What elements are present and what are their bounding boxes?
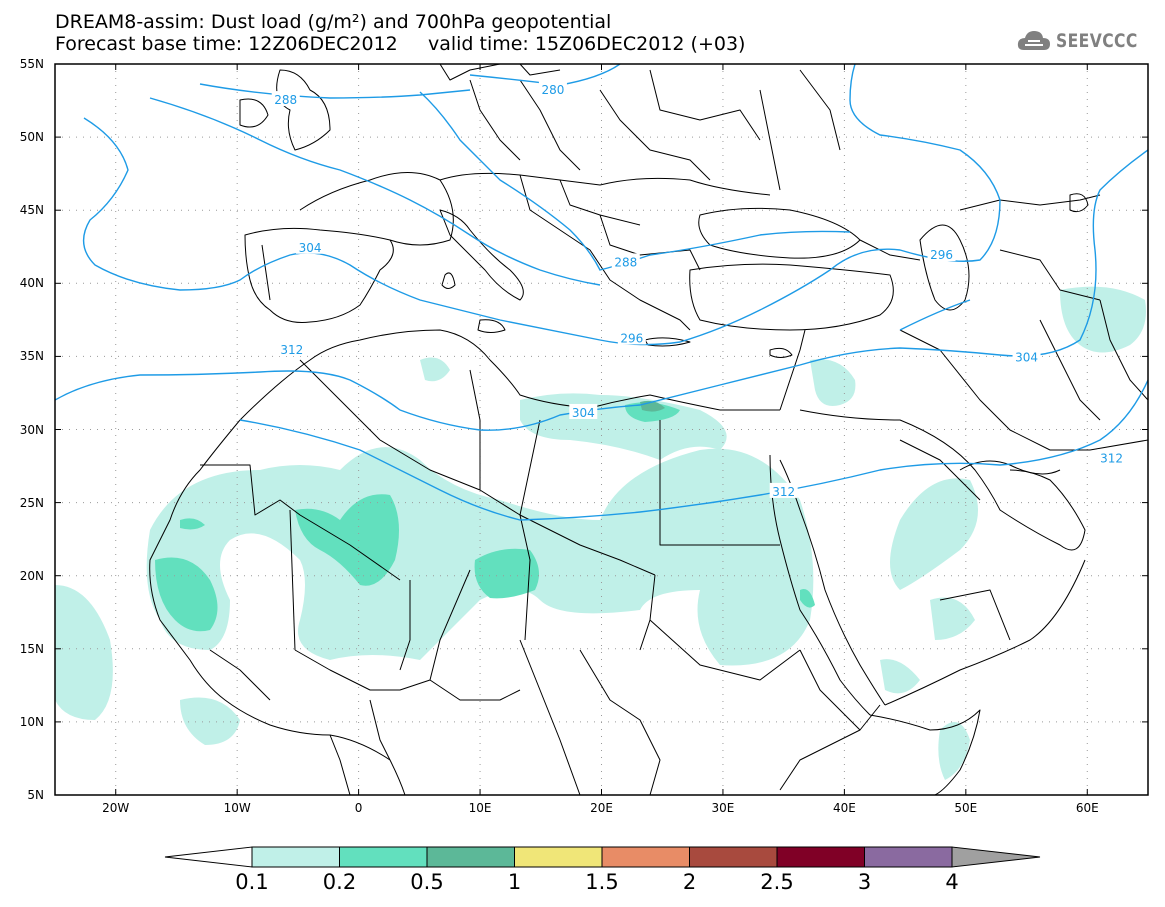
colorbar-swatch: [689, 846, 778, 868]
colorbar: [164, 846, 1041, 868]
colorbar-under-arrow: [164, 846, 253, 868]
lat-label: 50N: [19, 130, 44, 145]
geopotential-contours: [55, 64, 1148, 521]
lon-label: 0: [354, 801, 363, 815]
colorbar-swatch: [426, 846, 515, 868]
lat-label: 20N: [19, 568, 44, 583]
contour-label-bg: [538, 80, 567, 96]
contour-label-bg: [1012, 348, 1041, 364]
axis-ticks: [55, 63, 1148, 796]
lon-label: 50E: [954, 801, 978, 815]
colorbar-label: 1.5: [585, 870, 619, 894]
contour-label: 280: [541, 83, 564, 97]
lat-label: 15N: [19, 641, 44, 656]
colorbar-label: 0.5: [410, 870, 444, 894]
lat-label: 45N: [19, 203, 44, 218]
colorbar-swatch: [601, 846, 690, 868]
lon-label: 60E: [1075, 801, 1099, 815]
contour-label: 312: [280, 343, 303, 357]
contour-label-bg: [277, 341, 306, 357]
lat-label: 5N: [27, 788, 44, 802]
colorbar-swatch: [251, 846, 340, 868]
contour-label: 296: [930, 248, 953, 262]
lat-label: 10N: [19, 714, 44, 729]
lat-label: 40N: [19, 276, 44, 291]
cloud-icon: [1017, 31, 1050, 50]
colorbar-label: 0.2: [322, 870, 357, 894]
colorbar-swatch: [339, 846, 428, 868]
logo-text: SEEVCCC: [1056, 30, 1138, 52]
lon-label: 40E: [832, 801, 856, 815]
dust-level-01: [55, 286, 1146, 780]
lon-label: 20W: [102, 801, 130, 815]
contour-label-bg: [617, 329, 646, 345]
lat-label: 30N: [19, 422, 44, 437]
lat-label: 55N: [19, 57, 44, 71]
colorbar-label: 1: [507, 870, 522, 894]
contour-label-bg: [1097, 449, 1126, 465]
lon-label: 10E: [468, 801, 492, 815]
contour-label: 288: [614, 255, 637, 269]
colorbar-over-arrow: [951, 846, 1041, 868]
colorbar-label: 3: [857, 870, 872, 894]
seevccc-logo: SEEVCCC: [1016, 26, 1156, 56]
colorbar-swatch: [864, 846, 953, 868]
contour-label: 312: [772, 485, 795, 499]
lat-label: 25N: [19, 495, 44, 510]
forecast-times: Forecast base time: 12Z06DEC2012 valid t…: [55, 33, 746, 55]
contour-label-bg: [611, 253, 640, 269]
lon-label: 30E: [711, 801, 735, 815]
contour-label-bg: [927, 246, 956, 262]
colorbar-label: 4: [945, 870, 959, 894]
contour-label-bg: [769, 482, 798, 498]
contour-label: 296: [620, 331, 643, 345]
lon-label: 20E: [590, 801, 613, 815]
dust-level-02: [155, 402, 815, 632]
dust-load-shading: [55, 286, 1146, 780]
contour-label-bg: [271, 91, 300, 107]
lat-lon-grid: [55, 64, 1148, 795]
contour-label: 304: [299, 241, 322, 255]
contour-label-bg: [569, 403, 598, 419]
colorbar-swatch: [776, 846, 865, 868]
colorbar-label: 2: [682, 870, 697, 894]
lon-label: 10W: [223, 801, 251, 815]
contour-label: 288: [274, 93, 297, 107]
contour-label-bg: [296, 238, 325, 254]
colorbar-label: 2.5: [760, 870, 794, 894]
contour-labels: 288 280 288 304 296 296 312 304 304 312 312: [271, 80, 1126, 499]
colorbar-swatch: [514, 846, 603, 868]
lat-label: 35N: [19, 349, 44, 364]
contour-label: 304: [572, 406, 595, 420]
colorbar-label: 0.1: [235, 870, 269, 894]
country-borders: [149, 64, 1148, 795]
map-title: DREAM8-assim: Dust load (g/m²) and 700hP…: [55, 11, 612, 33]
contour-label: 304: [1015, 350, 1038, 364]
contour-label: 312: [1100, 451, 1123, 465]
